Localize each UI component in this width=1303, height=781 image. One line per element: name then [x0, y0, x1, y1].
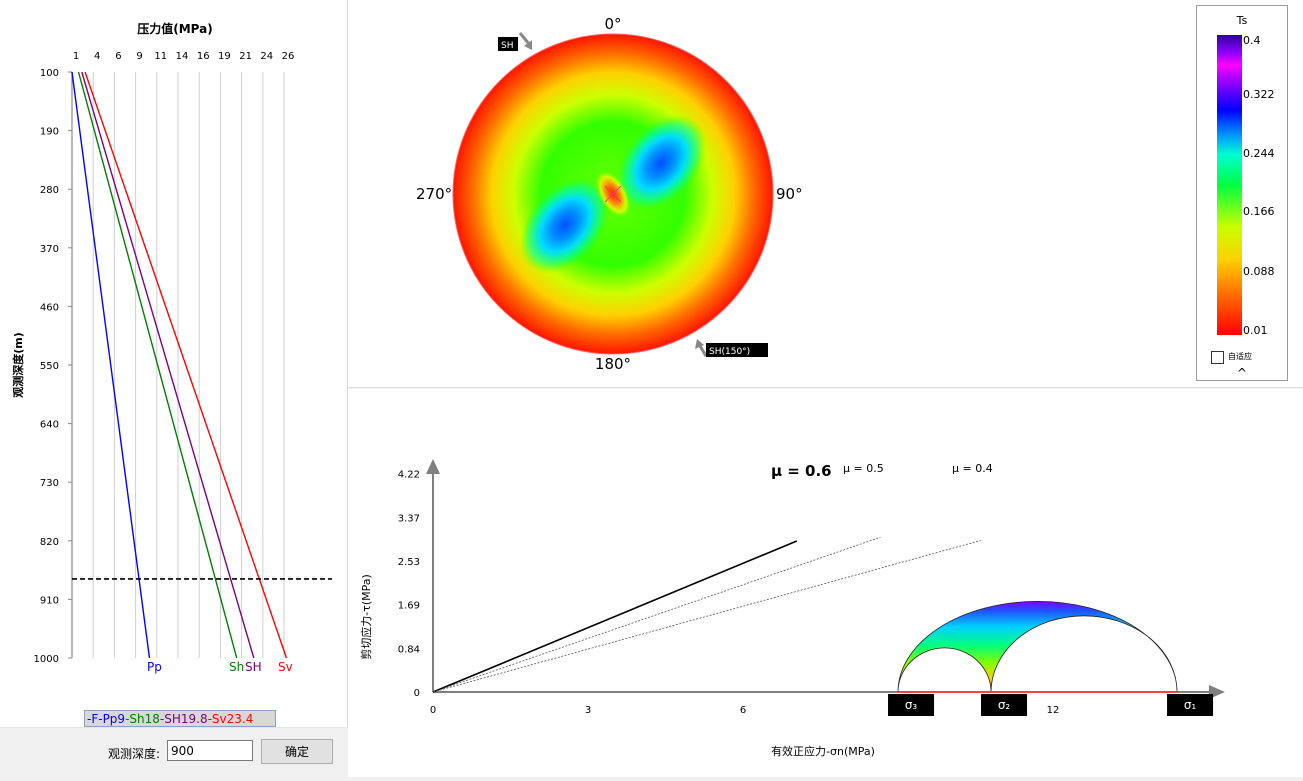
y-tick-label: 370 — [40, 244, 59, 255]
x-tick-label: 6 — [115, 51, 121, 62]
sh-label: SH — [501, 41, 513, 51]
depth-pressure-panel: 压力值(MPa) 观测深度(m) 1 4 6 9 11 14 16 19 21 24 26 100 19… — [0, 0, 348, 727]
y-axis-label: 观测深度(m) — [11, 332, 25, 398]
y-tick-label: 550 — [40, 361, 59, 372]
adaptive-checkbox[interactable] — [1211, 351, 1224, 364]
friction-line-mu-05 — [432, 536, 881, 693]
label-270deg: 270° — [416, 185, 452, 203]
colorbar-tick: 0.322 — [1243, 88, 1275, 101]
confirm-button[interactable]: 确定 — [261, 739, 333, 764]
y-tick-label: 280 — [40, 185, 59, 196]
friction-line-mu-04 — [432, 540, 981, 693]
x-tick-label: 11 — [154, 51, 167, 62]
sh-150-arrow-icon — [695, 339, 708, 357]
label-180deg: 180° — [595, 355, 631, 373]
mohr-y-tick: 4.22 — [398, 469, 420, 480]
y-tick-label: 190 — [40, 127, 59, 138]
y-tick-label: 1000 — [34, 654, 59, 665]
sh-label-box — [498, 37, 518, 51]
sh-150-label-box — [706, 343, 768, 357]
mohr-y-tick: 1.69 — [398, 600, 420, 611]
polar-stereonet: 0° 90° 180° 270° SH SH(150°) — [416, 15, 803, 373]
series-line-pp — [71, 71, 151, 659]
friction-line-mu-06 — [432, 540, 798, 693]
series-line-shmax — [81, 71, 255, 659]
colorbar-tick: 0.088 — [1243, 265, 1275, 278]
label-0deg: 0° — [604, 15, 621, 33]
depth-input[interactable] — [167, 740, 253, 761]
mohr-y-tick: 3.37 — [398, 513, 420, 524]
mohr-y-tick: 2.53 — [398, 557, 420, 568]
colorbar-tick: 0.244 — [1243, 147, 1275, 160]
x-tick-label: 26 — [282, 51, 295, 62]
sh-arrow-icon — [518, 32, 532, 50]
chart-title: 压力值(MPa) — [137, 21, 212, 36]
collapse-caret-icon[interactable]: ^ — [1237, 366, 1248, 380]
sigma-box-s2 — [981, 694, 1028, 716]
y-tick-label: 460 — [40, 302, 59, 313]
series-label-pp: Pp — [147, 660, 162, 674]
series-line-sh — [77, 71, 238, 659]
sigma-box-s3 — [888, 694, 935, 716]
series-label-sh: Sh — [229, 660, 244, 674]
sh-150-label: SH(150°) — [709, 347, 750, 357]
polar-plot-panel: 0° 90° 180° 270° SH SH(150°) — [348, 0, 1303, 388]
mohr-x-tick: 12 — [1047, 705, 1060, 716]
series-line-sv — [84, 71, 288, 659]
y-tick-label: 910 — [40, 595, 59, 606]
sigma-box-s1 — [1167, 694, 1214, 716]
y-tick-label: 100 — [40, 68, 59, 79]
sigma-label-s1: σ₁ — [1184, 698, 1197, 712]
depth-label: 观测深度: — [108, 747, 161, 761]
mohr-circle-chart: 剪切应力-τ(MPa) 有效正应力-σn(MPa) 4.22 3.37 2.53 1.… — [359, 459, 1225, 758]
y-tick-label: 640 — [40, 420, 59, 431]
x-tick-label: 24 — [260, 51, 273, 62]
x-tick-label: 19 — [218, 51, 231, 62]
colorbar-panel: Ts 0.4 0.322 0.244 0.166 0.088 0.01 自适应 … — [1196, 5, 1288, 381]
y-tick-label: 730 — [40, 478, 59, 489]
x-tick-label: 4 — [94, 51, 100, 62]
mohr-x-tick: 3 — [585, 705, 591, 716]
blue-lobe-ne — [615, 114, 707, 212]
series-label-sv: Sv — [278, 660, 293, 674]
legend-sh: -Sh18 — [125, 712, 160, 726]
mohr-x-tick: 6 — [740, 705, 746, 716]
legend-f: -F — [87, 712, 99, 726]
legend-sv: -Sv23.4 — [207, 712, 254, 726]
depth-chart-legend: -F-Pp9-Sh18-SH19.8-Sv23.4 — [84, 710, 276, 727]
mohr-x-tick: 0 — [430, 705, 436, 716]
x-tick-label: 16 — [197, 51, 210, 62]
x-tick-label: 14 — [176, 51, 189, 62]
x-tick-label: 9 — [136, 51, 142, 62]
mohr-y-tick: 0 — [414, 688, 420, 699]
colorbar-tick: 0.01 — [1243, 324, 1268, 337]
x-tick-label: 1 — [73, 51, 79, 62]
colorbar-tick: 0.4 — [1243, 34, 1261, 47]
colorbar-title: Ts — [1236, 14, 1248, 27]
mohr-stress-region — [897, 600, 1178, 693]
mohr-circle-panel: 剪切应力-τ(MPa) 有效正应力-σn(MPa) 4.22 3.37 2.53 1.… — [348, 389, 1303, 777]
mohr-y-tick: 0.84 — [398, 644, 420, 655]
mu-05-label: μ = 0.5 — [843, 462, 884, 475]
mu-04-label: μ = 0.4 — [952, 462, 993, 475]
colorbar-tick: 0.166 — [1243, 205, 1275, 218]
blue-lobe-sw — [519, 176, 611, 274]
adaptive-checkbox-label: 自适应 — [1228, 352, 1252, 361]
x-tick-label: 21 — [239, 51, 252, 62]
legend-shmax: -SH19.8 — [159, 712, 208, 726]
depth-pressure-chart: 压力值(MPa) 观测深度(m) 1 4 6 9 11 14 16 19 21 24 2610019… — [11, 21, 332, 674]
legend-pp: -Pp9 — [98, 712, 126, 726]
colorbar-gradient — [1217, 35, 1242, 335]
series-label-shmax: SH — [245, 660, 262, 674]
sigma-label-s3: σ₃ — [905, 698, 918, 712]
y-axis-arrow-icon — [426, 459, 440, 474]
label-90deg: 90° — [776, 185, 803, 203]
mohr-x-label: 有效正应力-σn(MPa) — [771, 744, 875, 758]
y-tick-label: 820 — [40, 537, 59, 548]
mohr-y-label: 剪切应力-τ(MPa) — [359, 574, 373, 660]
mu-06-label: μ = 0.6 — [771, 462, 832, 480]
sigma-label-s2: σ₂ — [998, 698, 1011, 712]
